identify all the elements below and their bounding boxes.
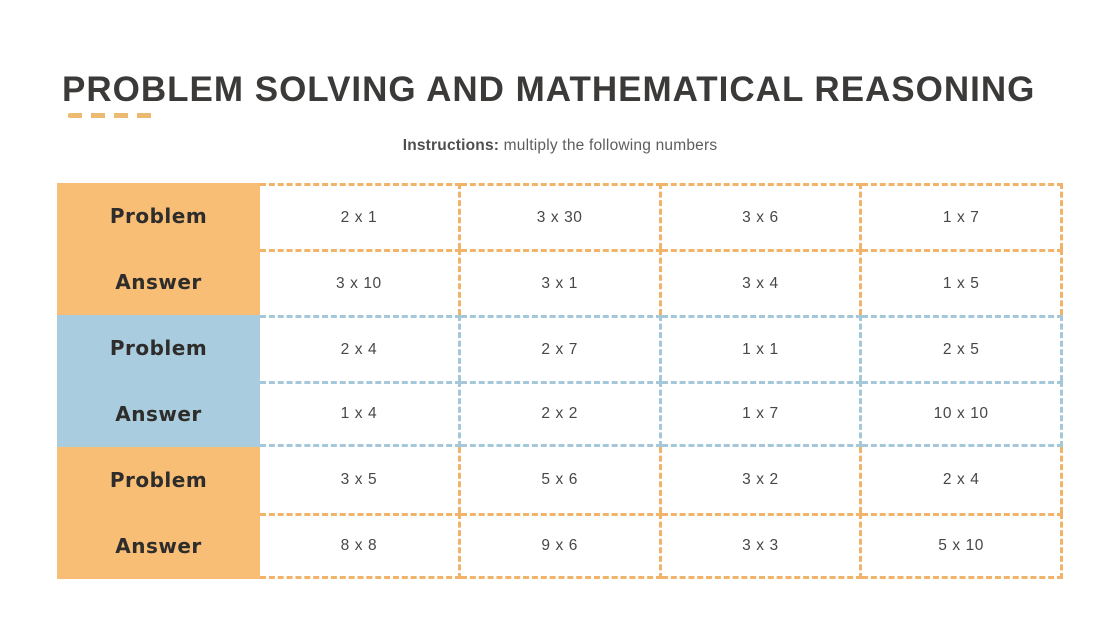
answer-cell: 3 x 3 <box>661 513 863 579</box>
answer-cell: 3 x 4 <box>661 249 863 315</box>
answer-cell: 5 x 10 <box>862 513 1063 579</box>
section-2-cells: 2 x 4 2 x 7 1 x 1 2 x 5 1 x 4 2 x 2 1 x … <box>260 315 1063 447</box>
section-1-label-column: Problem Answer <box>57 183 260 315</box>
section-2: Problem Answer 2 x 4 2 x 7 1 x 1 2 x 5 1… <box>57 315 1063 447</box>
row-label-problem: Problem <box>109 468 208 492</box>
page-title: PROBLEM SOLVING AND MATHEMATICAL REASONI… <box>62 70 1036 109</box>
section-3: Problem Answer 3 x 5 5 x 6 3 x 2 2 x 4 8… <box>57 447 1063 579</box>
problem-cell: 3 x 2 <box>662 447 863 513</box>
answer-cell: 8 x 8 <box>260 513 461 579</box>
instructions-label: Instructions: <box>402 137 500 154</box>
section-2-label-column: Problem Answer <box>57 315 260 447</box>
row-label-answer: Answer <box>115 402 202 426</box>
problem-cell: 2 x 4 <box>862 447 1063 513</box>
section-3-cells: 3 x 5 5 x 6 3 x 2 2 x 4 8 x 8 9 x 6 3 x … <box>260 447 1063 579</box>
problem-cell: 1 x 1 <box>661 315 863 381</box>
section-3-label-column: Problem Answer <box>57 447 260 579</box>
answer-cell: 1 x 7 <box>661 381 863 447</box>
problem-cell: 3 x 5 <box>260 447 461 513</box>
problem-cell: 2 x 1 <box>260 183 461 249</box>
answer-cell: 9 x 6 <box>460 513 662 579</box>
problem-cell: 3 x 6 <box>661 183 863 249</box>
problem-cell: 2 x 7 <box>460 315 662 381</box>
row-label-problem: Problem <box>109 336 208 360</box>
problem-cell: 3 x 30 <box>460 183 662 249</box>
row-label-problem: Problem <box>109 204 208 228</box>
worksheet-table: Problem Answer 2 x 1 3 x 30 3 x 6 1 x 7 … <box>57 183 1063 579</box>
section-1: Problem Answer 2 x 1 3 x 30 3 x 6 1 x 7 … <box>57 183 1063 315</box>
answer-cell: 1 x 4 <box>260 381 461 447</box>
instructions: Instructions: multiply the following num… <box>0 137 1120 155</box>
problem-cell: 2 x 4 <box>260 315 461 381</box>
answer-cell: 3 x 1 <box>460 249 662 315</box>
problem-cell: 5 x 6 <box>461 447 662 513</box>
problem-cell: 1 x 7 <box>862 183 1063 249</box>
answer-cell: 10 x 10 <box>862 381 1063 447</box>
instructions-text: multiply the following numbers <box>499 137 718 154</box>
row-label-answer: Answer <box>115 270 202 294</box>
answer-cell: 2 x 2 <box>460 381 662 447</box>
section-1-cells: 2 x 1 3 x 30 3 x 6 1 x 7 3 x 10 3 x 1 3 … <box>260 183 1063 315</box>
answer-cell: 1 x 5 <box>862 249 1063 315</box>
answer-cell: 3 x 10 <box>260 249 461 315</box>
title-underline-dashes <box>68 113 156 118</box>
problem-cell: 2 x 5 <box>862 315 1063 381</box>
row-label-answer: Answer <box>115 534 202 558</box>
